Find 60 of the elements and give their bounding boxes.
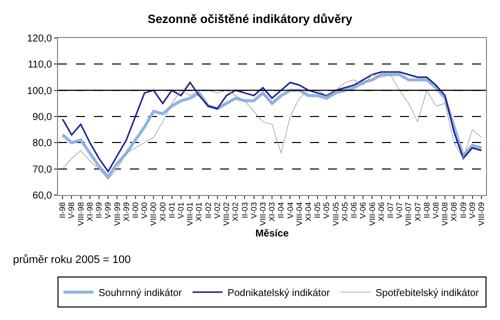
x-tick-label: II-09 <box>458 202 468 218</box>
legend-label: Spotřebitelský indikátor <box>376 288 480 300</box>
x-axis-title: Měsíce <box>255 228 290 240</box>
chart-title: Sezonně očištěné indikátory důvěry <box>148 12 353 26</box>
y-tick-label: 110,0 <box>28 60 52 71</box>
y-tick-label: 70,0 <box>32 164 52 176</box>
x-tick-label: V-00 <box>140 202 150 219</box>
x-tick-label: XI-01 <box>194 202 204 222</box>
x-tick-label: V-08 <box>432 202 441 219</box>
x-tick-label: XI-00 <box>158 202 168 222</box>
y-tick-label: 100,0 <box>26 86 52 97</box>
x-tick-label: VIII-09 <box>477 202 486 226</box>
x-tick-label: V-01 <box>176 202 186 219</box>
x-tick-label: XI-04 <box>304 202 314 222</box>
x-tick-label: V-04 <box>286 202 295 219</box>
y-tick-label: 60,0 <box>32 190 52 202</box>
y-tick-label: 80,0 <box>32 138 52 150</box>
x-tick-label: XI-06 <box>376 202 386 222</box>
x-tick-label: II-05 <box>313 202 322 218</box>
x-tick-label: II-02 <box>204 202 213 218</box>
x-tick-label: II-99 <box>94 202 104 218</box>
x-tick-label: II-03 <box>240 202 250 218</box>
x-tick-label: XI-08 <box>450 202 459 222</box>
x-tick-label: VIII-02 <box>222 202 232 226</box>
x-tick-label: II-06 <box>350 202 359 218</box>
x-tick-label: VIII-01 <box>186 202 195 226</box>
x-tick-label: II-01 <box>167 202 176 218</box>
x-tick-label: XI-03 <box>268 202 277 222</box>
x-tick-label: VIII-04 <box>294 202 304 226</box>
x-tick-label: VIII-06 <box>368 202 377 226</box>
x-tick-label: XI-02 <box>231 202 240 222</box>
x-tick-label: XI-99 <box>122 202 131 222</box>
legend-label: Souhrnný indikátor <box>98 288 183 300</box>
x-tick-label: VIII-05 <box>331 202 340 226</box>
x-tick-label: VIII-98 <box>76 202 86 226</box>
y-tick-label: 120,0 <box>26 34 52 44</box>
x-tick-label: V-09 <box>468 202 477 219</box>
x-tick-label: VIII-00 <box>149 202 158 226</box>
x-tick-label: V-99 <box>104 202 113 219</box>
y-tick-label: 90,0 <box>32 112 52 123</box>
x-tick-label: V-05 <box>322 202 332 219</box>
x-tick-label: V-03 <box>249 202 258 219</box>
x-tick-label: V-07 <box>395 202 404 219</box>
x-tick-label: V-02 <box>212 202 222 219</box>
x-tick-label: XI-98 <box>85 202 94 222</box>
x-tick-label: VIII-07 <box>404 202 414 226</box>
x-tick-label: II-08 <box>422 202 432 218</box>
x-tick-label: XI-07 <box>413 202 422 222</box>
x-tick-label: V-06 <box>358 202 368 219</box>
text: průměr roku 2005 = 100 <box>13 254 131 266</box>
x-tick-label: II-07 <box>386 202 395 218</box>
x-tick-label: V-98 <box>67 202 76 219</box>
x-tick-label: VIII-08 <box>440 202 450 226</box>
x-tick-label: II-00 <box>131 202 140 218</box>
legend-label: Podnikatelský indikátor <box>228 288 330 300</box>
x-tick-label: VIII-99 <box>112 202 122 226</box>
x-tick-label: II-04 <box>276 202 286 218</box>
x-tick-label: VIII-03 <box>258 202 268 226</box>
x-tick-label: II-98 <box>58 202 68 218</box>
x-tick-label: XI-05 <box>340 202 350 222</box>
